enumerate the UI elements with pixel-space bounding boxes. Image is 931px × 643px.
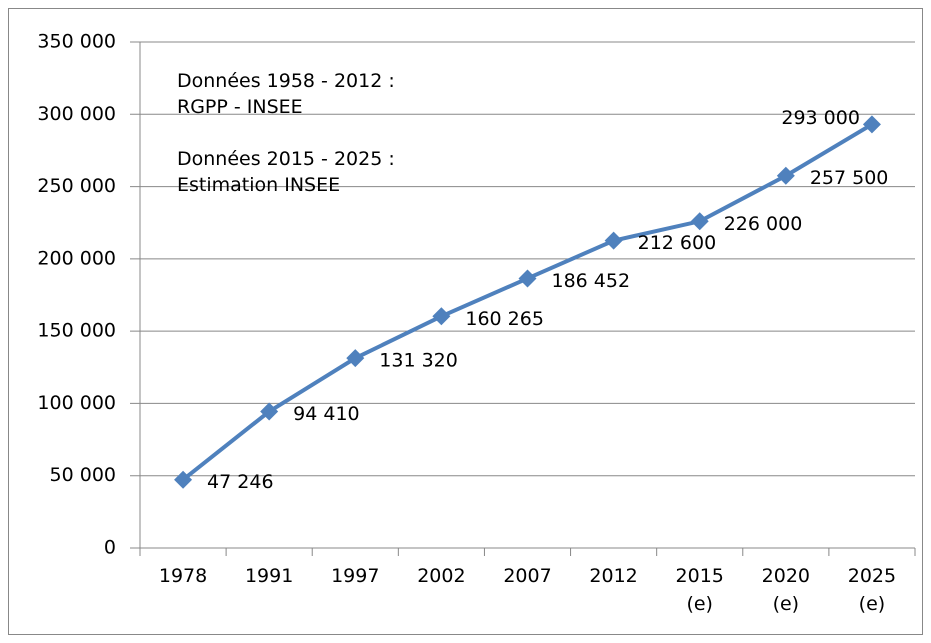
marker: [862, 115, 881, 134]
y-tick-label: 150 000: [37, 320, 116, 342]
data-label: 160 265: [465, 308, 544, 330]
data-label: 293 000: [781, 107, 860, 129]
marker: [346, 349, 365, 368]
data-label: 131 320: [379, 350, 458, 372]
y-tick-label: 250 000: [37, 175, 116, 197]
x-tick-label: 2025 (e): [847, 565, 897, 615]
data-label: 212 600: [638, 232, 717, 254]
x-tick-label: 2020 (e): [761, 565, 810, 615]
x-tick-label: 1978: [158, 565, 208, 587]
x-tick-label: 2007: [503, 565, 552, 587]
annotation: Données 2015 - 2025 : Estimation INSEE: [177, 148, 395, 196]
data-label: 47 246: [207, 471, 273, 493]
marker: [260, 402, 279, 421]
data-label: 186 452: [552, 270, 631, 292]
x-tick-label: 1997: [331, 565, 380, 587]
x-tick-label: 2012: [589, 565, 638, 587]
y-tick-label: 300 000: [37, 103, 116, 125]
data-label: 94 410: [293, 403, 359, 425]
y-tick-label: 50 000: [50, 464, 116, 486]
marker: [432, 307, 451, 326]
x-tick-label: 2015 (e): [675, 565, 724, 615]
marker: [690, 212, 709, 231]
border: [8, 8, 923, 635]
x-tick-label: 2002: [417, 565, 466, 587]
data-label: 226 000: [724, 213, 803, 235]
y-tick-label: 100 000: [37, 392, 116, 414]
y-tick-label: 350 000: [37, 31, 116, 53]
y-tick-label: 200 000: [37, 247, 116, 269]
marker: [174, 470, 193, 489]
x-tick-label: 1991: [244, 565, 294, 587]
y-tick-label: 0: [104, 537, 116, 559]
marker: [604, 231, 623, 250]
marker: [518, 269, 537, 288]
annotation: Données 1958 - 2012 : RGPP - INSEE: [177, 70, 395, 118]
data-label: 257 500: [810, 167, 889, 189]
marker: [776, 166, 795, 185]
